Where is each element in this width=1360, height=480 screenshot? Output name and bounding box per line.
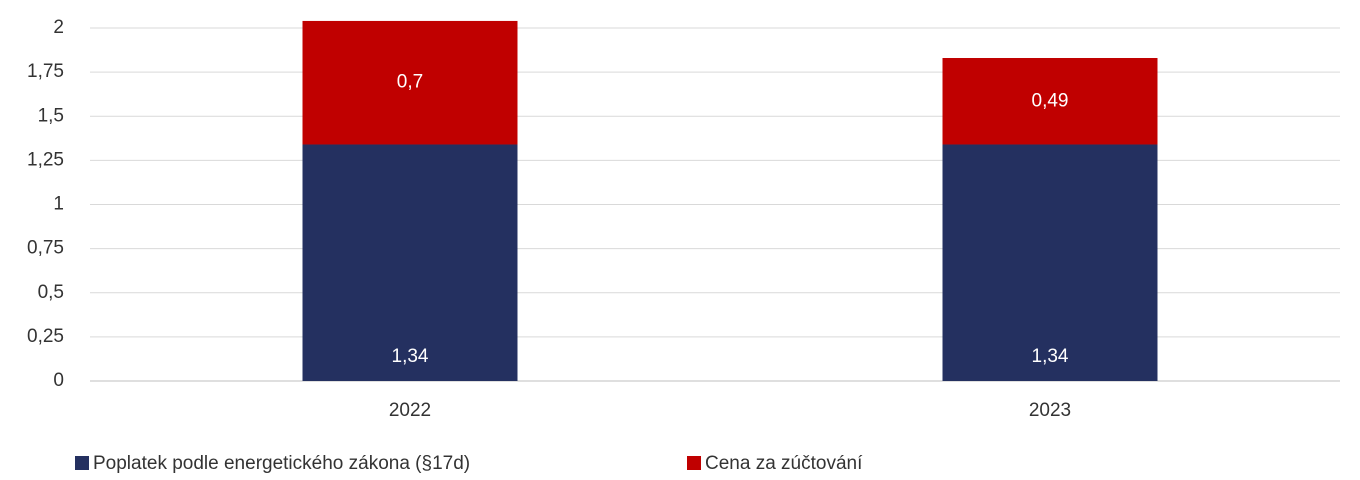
y-tick-label: 1 <box>53 194 64 215</box>
data-label: 1,34 <box>1032 346 1069 367</box>
y-tick-label: 2 <box>53 17 64 38</box>
data-label: 0,49 <box>1032 90 1069 111</box>
y-tick-label: 1,25 <box>27 149 64 170</box>
bar-segment <box>302 20 518 145</box>
bar-segment <box>942 144 1158 381</box>
bar-segment <box>942 58 1158 145</box>
y-tick-label: 0 <box>53 370 64 391</box>
legend-swatch <box>75 456 89 470</box>
data-label: 0,7 <box>397 72 423 93</box>
y-tick-label: 0,75 <box>27 238 64 259</box>
y-tick-label: 1,5 <box>38 105 64 126</box>
legend-label: Poplatek podle energetického zákona (§17… <box>93 453 470 474</box>
x-tick-label: 2023 <box>1029 400 1071 421</box>
y-tick-label: 0,25 <box>27 326 64 347</box>
y-tick-label: 1,75 <box>27 61 64 82</box>
bar-segment <box>302 144 518 381</box>
y-tick-label: 0,5 <box>38 282 64 303</box>
x-tick-label: 2022 <box>389 400 431 421</box>
legend-label: Cena za zúčtování <box>705 453 863 474</box>
data-label: 1,34 <box>392 346 429 367</box>
legend-swatch <box>687 456 701 470</box>
